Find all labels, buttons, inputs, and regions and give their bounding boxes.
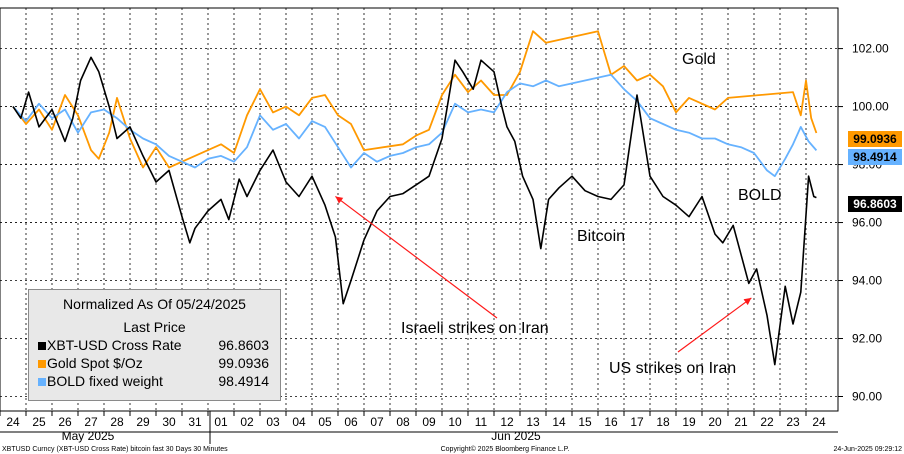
x-tick-label: 12 bbox=[500, 415, 514, 429]
footer-source: XBTUSD Curncy (XBT-USD Cross Rate) bitco… bbox=[2, 446, 228, 453]
legend-value-bold: 98.4914 bbox=[218, 373, 269, 389]
y-tick-label: 90.00 bbox=[852, 390, 882, 404]
x-tick-label: 26 bbox=[58, 415, 72, 429]
footer-copyright: Copyright© 2025 Bloomberg Finance L.P. bbox=[441, 445, 570, 453]
x-tick-label: 16 bbox=[604, 415, 618, 429]
x-tick-label: 08 bbox=[396, 415, 410, 429]
annotation-israeli-strikes: Israeli strikes on Iran bbox=[401, 320, 549, 337]
x-tick-label: 03 bbox=[266, 415, 280, 429]
x-tick-label: 20 bbox=[708, 415, 722, 429]
x-tick-label: 04 bbox=[292, 415, 306, 429]
x-tick-label: 02 bbox=[240, 415, 254, 429]
series-line-bitcoin bbox=[12, 56, 817, 366]
x-tick-label: 24 bbox=[6, 415, 20, 429]
footer-timestamp: 24-Jun-2025 09:29:12 bbox=[834, 446, 903, 453]
x-tick-label: 28 bbox=[110, 415, 124, 429]
legend-value-gold: 99.0936 bbox=[218, 355, 269, 371]
series-lines bbox=[12, 30, 818, 366]
legend-swatch-bold bbox=[38, 378, 46, 386]
y-tick-label: 100.00 bbox=[852, 100, 889, 114]
x-tick-label: 06 bbox=[344, 415, 358, 429]
series-label-bitcoin: Bitcoin bbox=[577, 228, 626, 245]
x-tick-label: 22 bbox=[760, 415, 774, 429]
last-value-badge-bitcoin: 96.8603 bbox=[848, 196, 902, 212]
x-tick-label: 13 bbox=[526, 415, 540, 429]
x-tick-label: 17 bbox=[630, 415, 644, 429]
x-tick-label: 21 bbox=[734, 415, 748, 429]
last-value-badge-bold: 98.4914 bbox=[848, 149, 902, 165]
annotation-arrows bbox=[335, 195, 752, 353]
gridlines bbox=[0, 8, 838, 411]
arrow-us-strikes bbox=[677, 297, 752, 353]
legend-label-bold: BOLD fixed weight bbox=[47, 373, 163, 389]
month-label-jun: Jun 2025 bbox=[491, 429, 541, 443]
series-line-gold bbox=[12, 30, 818, 169]
legend-value-bitcoin: 96.8603 bbox=[218, 337, 269, 353]
series-line-bold bbox=[12, 73, 818, 178]
arrow-israeli-strikes bbox=[335, 195, 498, 319]
legend-swatch-bitcoin bbox=[38, 342, 46, 350]
x-tick-label: 14 bbox=[552, 415, 566, 429]
y-tick-label: 96.00 bbox=[852, 216, 882, 230]
x-tick-label: 23 bbox=[786, 415, 800, 429]
x-tick-label: 01 bbox=[214, 415, 228, 429]
y-tick-label: 94.00 bbox=[852, 274, 882, 288]
legend-subtitle: Last Price bbox=[123, 319, 186, 335]
x-tick-label: 24 bbox=[812, 415, 826, 429]
legend-label-gold: Gold Spot $/Oz bbox=[47, 355, 143, 371]
y-tick-label: 102.00 bbox=[852, 42, 889, 56]
x-tick-label: 07 bbox=[370, 415, 384, 429]
legend: Normalized As Of 05/24/2025 Last Price X… bbox=[28, 289, 281, 401]
x-tick-label: 29 bbox=[136, 415, 150, 429]
x-tick-label: 19 bbox=[682, 415, 696, 429]
legend-label-bitcoin: XBT-USD Cross Rate bbox=[47, 337, 182, 353]
x-tick-label: 25 bbox=[32, 415, 46, 429]
x-tick-label: 05 bbox=[318, 415, 332, 429]
x-tick-label: 31 bbox=[188, 415, 202, 429]
annotation-us-strikes: US strikes on Iran bbox=[609, 360, 737, 377]
legend-title: Normalized As Of 05/24/2025 bbox=[63, 296, 246, 312]
x-tick-label: 30 bbox=[162, 415, 176, 429]
series-label-bold: BOLD bbox=[738, 187, 782, 204]
plot-frame bbox=[0, 7, 839, 412]
x-tick-label: 10 bbox=[448, 415, 462, 429]
last-value-badge-gold: 99.0936 bbox=[848, 131, 902, 147]
month-label-may: May 2025 bbox=[62, 429, 115, 443]
x-tick-label: 27 bbox=[84, 415, 98, 429]
x-axis: 24 25 26 27 28 29 30 31 01 02 03 04 05 06 07 08 09 10 11 12… bbox=[0, 411, 826, 429]
x-tick-label: 15 bbox=[578, 415, 592, 429]
series-label-gold: Gold bbox=[682, 51, 716, 68]
x-tick-label: 09 bbox=[422, 415, 436, 429]
legend-row-gold: Gold Spot $/Oz 99.0936 bbox=[29, 354, 280, 372]
x-tick-label: 11 bbox=[475, 415, 488, 429]
legend-swatch-gold bbox=[38, 360, 46, 368]
x-tick-label: 18 bbox=[656, 415, 670, 429]
legend-row-bitcoin: XBT-USD Cross Rate 96.8603 bbox=[29, 336, 280, 354]
y-tick-label: 92.00 bbox=[852, 332, 882, 346]
legend-row-bold: BOLD fixed weight 98.4914 bbox=[29, 372, 280, 390]
